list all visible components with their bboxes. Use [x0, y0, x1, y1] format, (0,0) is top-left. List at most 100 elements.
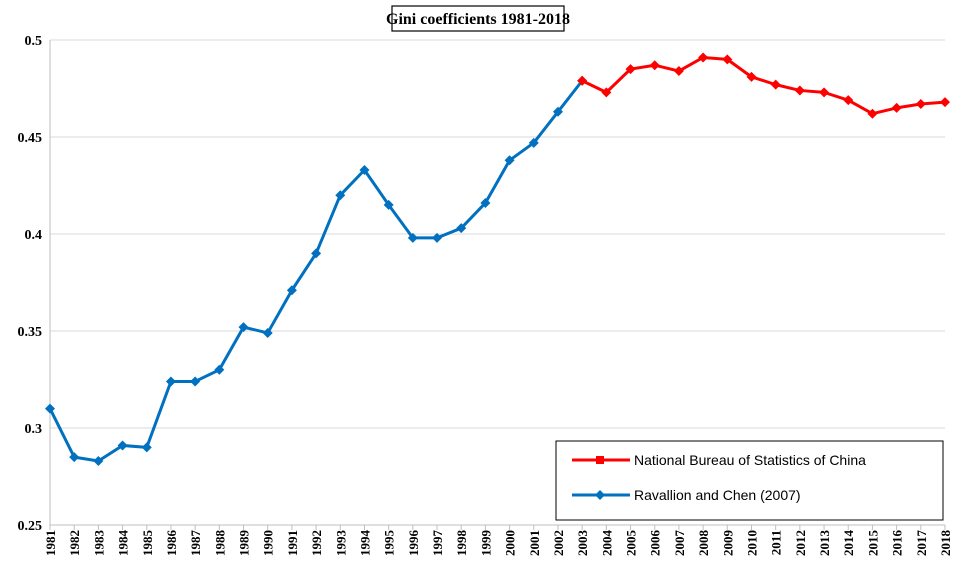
data-point — [649, 60, 660, 71]
data-point — [673, 66, 684, 77]
x-tick-label: 1998 — [454, 530, 469, 557]
data-point — [311, 248, 322, 259]
legend: National Bureau of Statistics of China Ra… — [555, 440, 944, 521]
data-point — [117, 440, 128, 451]
x-tick-label: 2013 — [817, 530, 832, 557]
data-point — [262, 327, 273, 338]
data-point — [190, 376, 201, 387]
x-tick-label: 1984 — [116, 530, 131, 557]
y-tick-label: 0.5 — [25, 34, 43, 49]
x-tick-label: 2007 — [672, 530, 687, 557]
data-point — [432, 232, 443, 243]
x-tick-label: 2012 — [793, 530, 808, 556]
data-point — [45, 403, 55, 414]
data-point — [577, 75, 588, 86]
data-point — [238, 322, 249, 333]
x-tick-label: 1987 — [188, 530, 203, 557]
data-point — [698, 52, 709, 63]
x-tick-label: 2014 — [841, 530, 856, 557]
y-tick-label: 0.25 — [18, 519, 43, 534]
y-tick-label: 0.35 — [18, 325, 43, 340]
chart-title: Gini coefficients 1981-2018 — [386, 11, 570, 28]
data-point — [69, 452, 80, 463]
y-tick-label: 0.4 — [25, 228, 43, 243]
x-tick-label: 1992 — [309, 530, 324, 556]
data-point — [456, 223, 467, 234]
data-point — [359, 164, 370, 175]
x-tick-label: 2010 — [744, 530, 759, 556]
x-tick-label: 1989 — [237, 530, 252, 557]
x-tick-label: 1997 — [430, 530, 445, 557]
x-tick-label: 2000 — [503, 530, 518, 556]
x-tick-label: 2005 — [624, 530, 639, 557]
x-tick-label: 2011 — [769, 530, 784, 555]
x-tick-label: 2006 — [648, 530, 663, 557]
data-point — [843, 95, 854, 106]
x-tick-label: 2008 — [696, 530, 711, 557]
data-point — [480, 197, 491, 208]
x-tick-label: 2018 — [938, 530, 953, 557]
data-point — [940, 97, 950, 108]
x-tick-label: 2015 — [865, 530, 880, 557]
x-tick-label: 2003 — [575, 530, 590, 557]
data-point — [286, 285, 297, 296]
data-point — [165, 376, 176, 387]
legend-label: Ravallion and Chen (2007) — [634, 487, 801, 503]
series-line — [48, 79, 584, 463]
x-tick-label: 2002 — [551, 530, 566, 556]
x-tick-label: 1983 — [91, 530, 106, 557]
x-tick-label: 2001 — [527, 530, 542, 556]
x-axis-ticks: 1981 1982 1983 1984 1985 1986 1987 1988 1989 1990… — [43, 525, 953, 556]
data-point — [383, 199, 394, 210]
series-1 — [45, 75, 588, 466]
x-tick-label: 1985 — [140, 530, 155, 557]
series-layer — [45, 52, 950, 466]
legend-label: National Bureau of Statistics of China — [634, 452, 866, 468]
x-tick-label: 1999 — [478, 530, 493, 557]
axes — [49, 40, 945, 526]
data-point — [915, 99, 926, 110]
data-point — [407, 232, 418, 243]
data-point — [794, 85, 805, 96]
y-tick-label: 0.45 — [18, 131, 43, 146]
data-point — [214, 364, 225, 375]
data-point — [528, 137, 539, 148]
data-point — [746, 71, 757, 82]
data-point — [867, 108, 878, 119]
x-tick-label: 1982 — [67, 530, 82, 556]
data-point — [722, 54, 733, 65]
data-point — [625, 64, 636, 75]
legend-swatch-marker — [596, 456, 604, 464]
data-point — [141, 442, 152, 453]
x-tick-label: 2009 — [720, 530, 735, 557]
legend-swatch-marker — [595, 490, 605, 500]
x-tick-label: 1995 — [382, 530, 397, 557]
x-tick-label: 1990 — [261, 530, 276, 556]
x-tick-label: 1996 — [406, 530, 421, 557]
data-point — [552, 106, 563, 117]
series-0 — [577, 52, 950, 119]
x-tick-label: 1994 — [357, 530, 372, 557]
x-tick-label: 2004 — [599, 530, 614, 557]
x-tick-label: 1991 — [285, 530, 300, 556]
series-line — [581, 55, 946, 116]
x-tick-label: 2016 — [890, 530, 905, 557]
x-tick-label: 1986 — [164, 530, 179, 557]
y-tick-label: 0.3 — [25, 422, 43, 437]
data-point — [891, 102, 902, 113]
x-tick-label: 2017 — [914, 530, 929, 557]
chart-title-box: Gini coefficients 1981-2018 — [386, 5, 570, 32]
y-axis-ticks: 0.25 0.3 0.35 0.4 0.45 0.5 — [18, 34, 43, 534]
data-point — [504, 155, 515, 166]
data-point — [93, 455, 104, 466]
data-point — [770, 79, 781, 90]
x-tick-label: 1988 — [212, 530, 227, 557]
legend-item-1: Ravallion and Chen (2007) — [572, 487, 801, 503]
x-tick-label: 1993 — [333, 530, 348, 557]
data-point — [601, 87, 612, 98]
data-point — [819, 87, 830, 98]
data-point — [335, 190, 346, 201]
legend-item-0: National Bureau of Statistics of China — [572, 452, 866, 468]
x-tick-label: 1981 — [43, 530, 58, 556]
